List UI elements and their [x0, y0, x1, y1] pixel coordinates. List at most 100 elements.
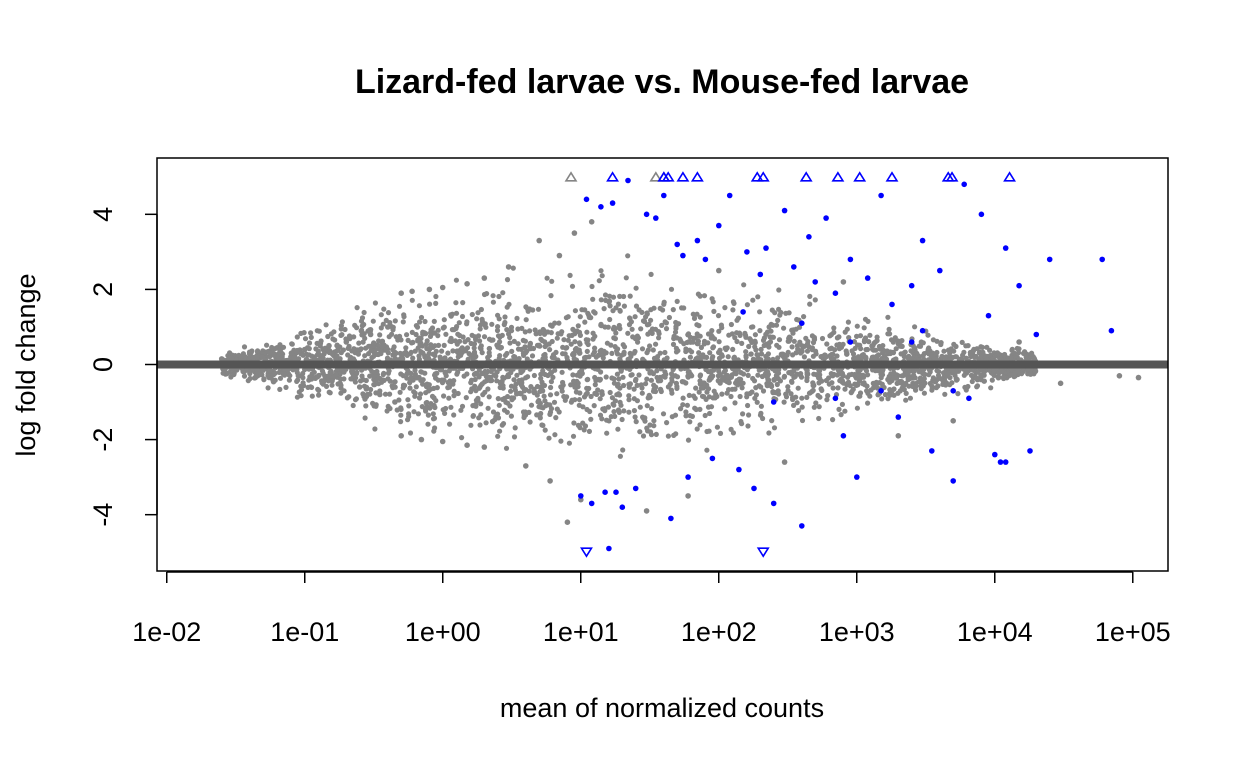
point-not-significant	[470, 413, 476, 419]
point-not-significant	[797, 339, 803, 345]
point-not-significant	[625, 253, 631, 259]
point-significant	[588, 500, 595, 507]
point-not-significant	[831, 325, 837, 331]
point-not-significant	[592, 374, 598, 381]
point-not-significant	[745, 423, 751, 429]
point-not-significant	[819, 378, 825, 384]
point-not-significant	[903, 390, 909, 396]
point-not-significant	[439, 348, 445, 354]
point-significant	[619, 504, 626, 511]
point-not-significant	[412, 367, 418, 373]
point-not-significant	[1016, 346, 1022, 352]
point-not-significant	[445, 350, 451, 356]
point-not-significant	[569, 283, 576, 289]
point-not-significant	[920, 340, 926, 346]
point-not-significant	[942, 391, 948, 397]
point-not-significant	[409, 297, 415, 303]
point-not-significant	[830, 351, 836, 357]
point-not-significant	[714, 424, 721, 430]
point-not-significant	[576, 350, 583, 356]
point-not-significant	[542, 343, 548, 350]
point-not-significant	[329, 351, 335, 357]
point-not-significant	[640, 414, 646, 420]
point-not-significant	[857, 342, 863, 348]
point-not-significant	[546, 435, 552, 441]
point-not-significant	[523, 375, 529, 381]
point-not-significant	[272, 370, 278, 376]
point-not-significant	[627, 293, 633, 299]
point-significant	[799, 523, 805, 529]
point-not-significant	[553, 415, 559, 421]
point-not-significant	[261, 376, 267, 382]
point-not-significant	[875, 352, 882, 358]
point-not-significant	[503, 445, 510, 451]
point-not-significant	[722, 406, 728, 412]
point-not-significant	[334, 343, 340, 349]
point-not-significant	[592, 345, 598, 351]
point-not-significant	[584, 329, 590, 335]
point-not-significant	[316, 392, 322, 398]
point-not-significant	[584, 348, 590, 354]
point-not-significant	[521, 414, 527, 421]
point-not-significant	[793, 350, 799, 356]
point-not-significant	[443, 405, 449, 412]
point-not-significant	[626, 409, 632, 415]
point-not-significant	[819, 387, 825, 393]
point-significant	[1099, 256, 1105, 263]
point-not-significant	[704, 447, 710, 453]
point-not-significant	[789, 379, 795, 385]
point-not-significant	[716, 349, 722, 356]
point-not-significant	[633, 376, 639, 382]
point-not-significant	[530, 307, 536, 313]
point-not-significant	[585, 376, 591, 382]
point-not-significant	[799, 347, 805, 353]
point-not-significant	[647, 370, 653, 376]
point-significant	[919, 327, 926, 334]
point-not-significant	[424, 346, 430, 352]
point-not-significant	[901, 354, 907, 360]
point-not-significant	[614, 371, 621, 377]
point-not-significant	[553, 349, 559, 355]
point-not-significant	[523, 317, 529, 323]
y-tick-label: -4	[88, 503, 118, 527]
point-not-significant	[757, 309, 763, 315]
point-not-significant	[644, 376, 650, 382]
point-not-significant	[541, 393, 547, 399]
x-tick-label: 1e-02	[132, 617, 201, 647]
point-not-significant	[416, 338, 422, 344]
point-not-significant	[542, 339, 548, 345]
point-not-significant	[595, 352, 602, 358]
point-not-significant	[929, 386, 935, 392]
point-not-significant	[584, 340, 590, 346]
point-significant	[763, 245, 769, 251]
point-not-significant	[987, 347, 993, 353]
point-not-significant	[776, 287, 782, 293]
point-not-significant	[665, 433, 672, 439]
point-not-significant	[556, 252, 563, 259]
point-not-significant	[599, 390, 605, 396]
point-not-significant	[460, 300, 466, 306]
point-significant-outlier-triangle	[756, 171, 770, 182]
point-not-significant	[323, 322, 329, 328]
point-not-significant	[224, 371, 230, 377]
point-not-significant	[518, 367, 524, 373]
point-not-significant	[744, 302, 751, 308]
point-not-significant	[663, 326, 670, 332]
point-not-significant	[507, 340, 513, 346]
point-not-significant	[961, 372, 967, 378]
point-not-significant	[552, 432, 558, 438]
point-not-significant	[643, 314, 649, 320]
point-significant	[985, 312, 992, 319]
point-not-significant	[882, 392, 889, 398]
point-not-significant	[248, 350, 254, 356]
point-significant	[770, 399, 777, 405]
point-not-significant	[761, 335, 768, 341]
point-not-significant	[400, 319, 406, 325]
point-not-significant	[793, 326, 799, 332]
point-not-significant	[448, 404, 454, 410]
point-not-significant	[413, 331, 419, 338]
point-not-significant	[241, 344, 248, 350]
point-significant	[602, 489, 608, 496]
point-not-significant	[791, 338, 797, 344]
